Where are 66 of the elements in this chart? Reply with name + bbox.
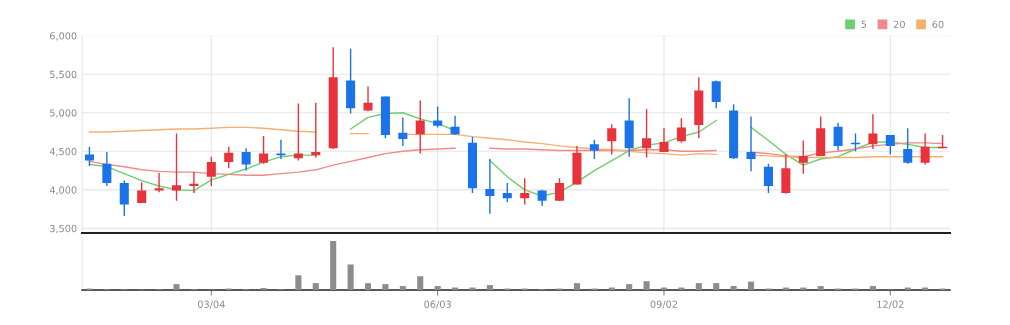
bar xyxy=(330,240,337,290)
candlestick xyxy=(763,162,773,194)
bar xyxy=(469,287,476,290)
bar xyxy=(173,284,180,290)
bar xyxy=(817,286,824,290)
candlestick xyxy=(137,181,147,204)
candlestick xyxy=(241,147,251,172)
candlestick xyxy=(642,108,652,159)
x-tick-label: 09/02 xyxy=(650,300,678,309)
bar xyxy=(399,286,406,290)
candlestick xyxy=(363,85,373,112)
candlestick xyxy=(868,113,878,150)
candlestick xyxy=(798,139,808,175)
candlestick xyxy=(485,158,495,215)
x-tick-label: 06/03 xyxy=(424,300,451,309)
candlestick xyxy=(885,134,895,156)
x-tick-label: 12/02 xyxy=(877,300,904,309)
y-tick-label: 6,000 xyxy=(49,32,77,41)
bar xyxy=(713,283,720,290)
bar xyxy=(869,286,876,290)
legend-label: 60 xyxy=(932,20,944,28)
candlestick xyxy=(520,177,530,206)
bar xyxy=(312,283,319,290)
y-tick-label: 4,000 xyxy=(49,186,77,195)
candlestick xyxy=(259,135,269,165)
candlestick xyxy=(84,145,94,167)
bar xyxy=(626,284,633,290)
y-tick-label: 5,500 xyxy=(50,70,77,80)
candlestick xyxy=(833,122,843,152)
candlestick xyxy=(433,105,443,129)
bar xyxy=(747,281,755,290)
bar xyxy=(347,264,354,290)
candlestick xyxy=(903,127,913,165)
bar xyxy=(573,283,580,290)
y-tick-label: 3,500 xyxy=(50,224,77,234)
candlestick xyxy=(555,177,565,202)
candlestick xyxy=(119,179,129,217)
candlestick xyxy=(224,145,234,169)
candlestick xyxy=(676,117,686,144)
y-tick-label: 4,500 xyxy=(49,147,77,157)
candlestick xyxy=(398,116,408,147)
candlestick xyxy=(206,156,216,187)
bar xyxy=(364,283,372,290)
candlestick xyxy=(450,115,460,136)
bar xyxy=(382,284,389,290)
bar xyxy=(695,283,702,290)
candlestick xyxy=(102,151,112,187)
legend-label: 5 xyxy=(861,20,867,28)
bar xyxy=(486,285,493,290)
candlestick xyxy=(589,139,599,160)
candlestick xyxy=(746,115,756,173)
legend-label: 20 xyxy=(893,20,905,28)
candlestick xyxy=(311,102,321,159)
bar xyxy=(730,286,737,290)
candlestick xyxy=(415,99,425,155)
candlestick xyxy=(711,79,721,109)
candlestick xyxy=(171,132,182,202)
candlestick xyxy=(920,132,930,166)
bar xyxy=(643,281,650,290)
bar xyxy=(417,276,424,290)
bar xyxy=(295,275,302,290)
candlestick xyxy=(502,182,512,203)
candlestick xyxy=(154,172,164,193)
candlestick xyxy=(607,123,617,156)
y-tick-label: 5,000 xyxy=(50,109,77,118)
x-tick-label: 03/04 xyxy=(197,300,225,309)
